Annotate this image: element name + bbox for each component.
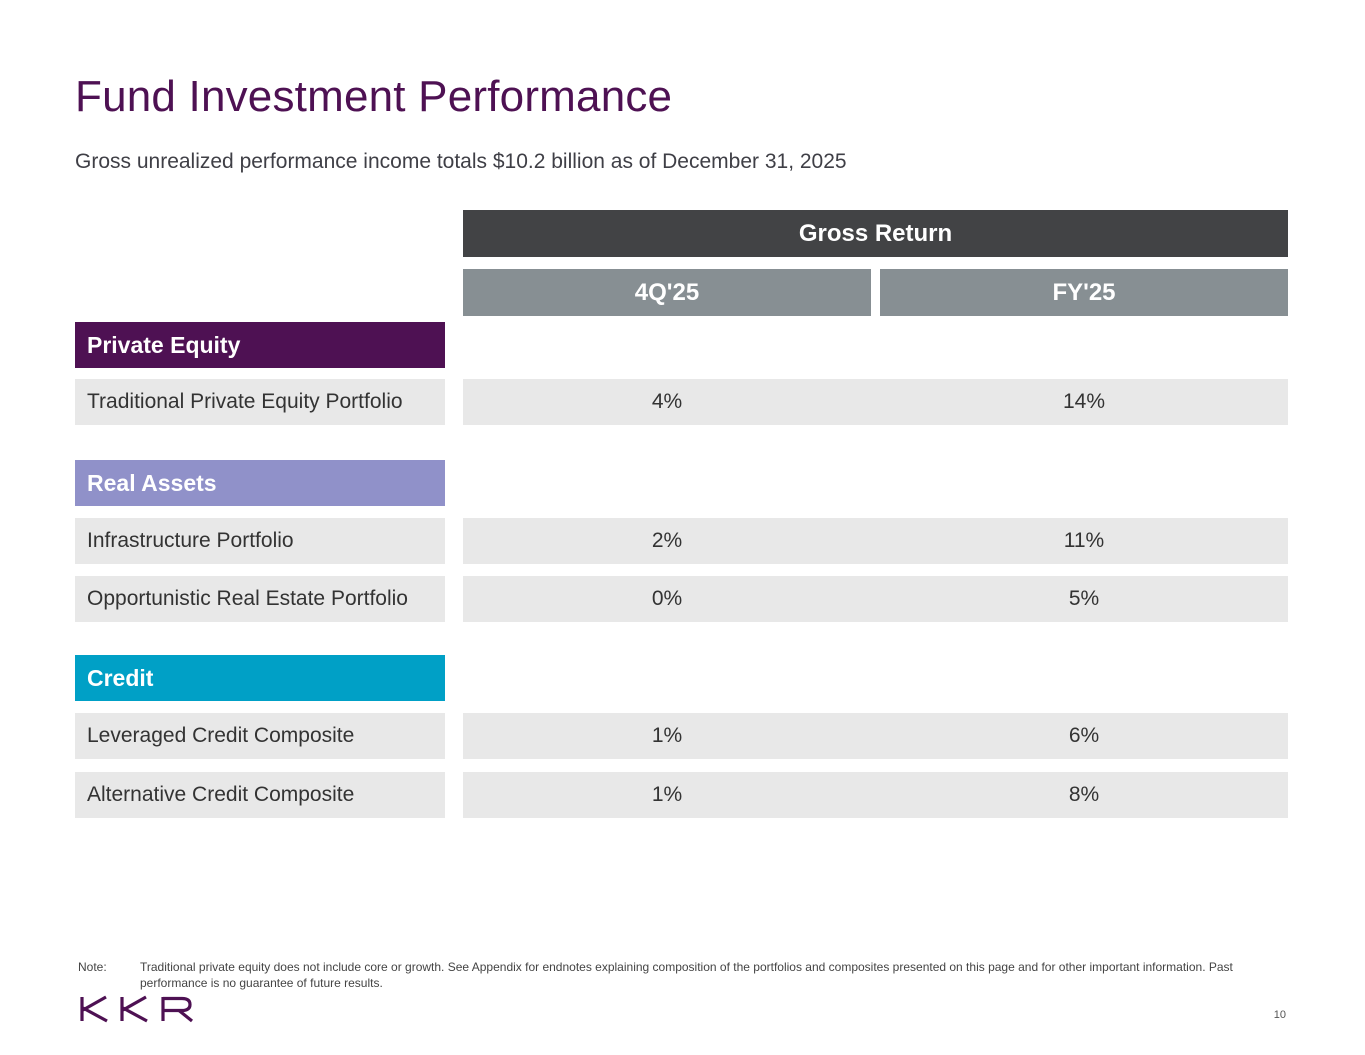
section-header-credit: Credit xyxy=(75,655,445,701)
section-header-private-equity: Private Equity xyxy=(75,322,445,368)
table-row: 0% 5% xyxy=(463,576,1288,622)
row-label-alternative-credit: Alternative Credit Composite xyxy=(75,772,445,818)
row-label-opportunistic-real-estate: Opportunistic Real Estate Portfolio xyxy=(75,576,445,622)
gross-return-header: Gross Return xyxy=(463,210,1288,257)
row-label-infrastructure: Infrastructure Portfolio xyxy=(75,518,445,564)
table-row: 1% 6% xyxy=(463,713,1288,759)
column-header-4q25: 4Q'25 xyxy=(463,269,871,316)
value-4q25: 1% xyxy=(651,724,683,747)
page-subtitle: Gross unrealized performance income tota… xyxy=(75,150,847,173)
table-row: 4% 14% xyxy=(463,379,1288,425)
value-fy25: 11% xyxy=(1063,529,1105,552)
value-4q25: 0% xyxy=(651,587,683,610)
note-text: Traditional private equity does not incl… xyxy=(140,960,1233,990)
column-header-fy25: FY'25 xyxy=(880,269,1288,316)
page-title: Fund Investment Performance xyxy=(75,72,673,121)
value-4q25: 4% xyxy=(651,390,683,413)
value-fy25: 8% xyxy=(1068,783,1100,806)
row-label-traditional-private-equity: Traditional Private Equity Portfolio xyxy=(75,379,445,425)
kkr-logo xyxy=(80,995,194,1023)
page-number: 10 xyxy=(1273,1009,1286,1021)
table-row: 2% 11% xyxy=(463,518,1288,564)
value-fy25: 6% xyxy=(1068,724,1100,747)
value-fy25: 14% xyxy=(1062,390,1106,413)
note-label: Note: xyxy=(78,960,107,974)
value-fy25: 5% xyxy=(1068,587,1100,610)
table-row: 1% 8% xyxy=(463,772,1288,818)
value-4q25: 1% xyxy=(651,783,683,806)
row-label-leveraged-credit: Leveraged Credit Composite xyxy=(75,713,445,759)
value-4q25: 2% xyxy=(651,529,683,552)
section-header-real-assets: Real Assets xyxy=(75,460,445,506)
